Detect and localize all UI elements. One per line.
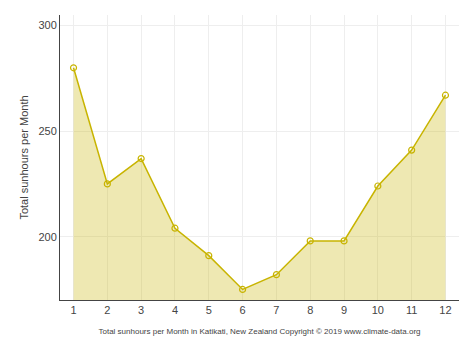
svg-text:300: 300 [38,19,56,31]
svg-text:11: 11 [406,304,417,316]
svg-text:6: 6 [240,304,246,316]
svg-text:4: 4 [172,304,178,316]
svg-text:200: 200 [38,231,56,243]
svg-text:Total sunhours per Month: Total sunhours per Month [18,95,30,219]
svg-text:2: 2 [104,304,110,316]
svg-text:8: 8 [307,304,313,316]
svg-text:3: 3 [138,304,144,316]
svg-text:5: 5 [206,304,212,316]
svg-text:12: 12 [439,304,451,316]
svg-text:1: 1 [70,304,76,316]
svg-text:9: 9 [341,304,347,316]
svg-text:Total sunhours per Month in Ka: Total sunhours per Month in Katikati, Ne… [98,327,420,336]
svg-text:250: 250 [38,125,56,137]
svg-text:7: 7 [273,304,279,316]
svg-text:10: 10 [372,304,384,316]
